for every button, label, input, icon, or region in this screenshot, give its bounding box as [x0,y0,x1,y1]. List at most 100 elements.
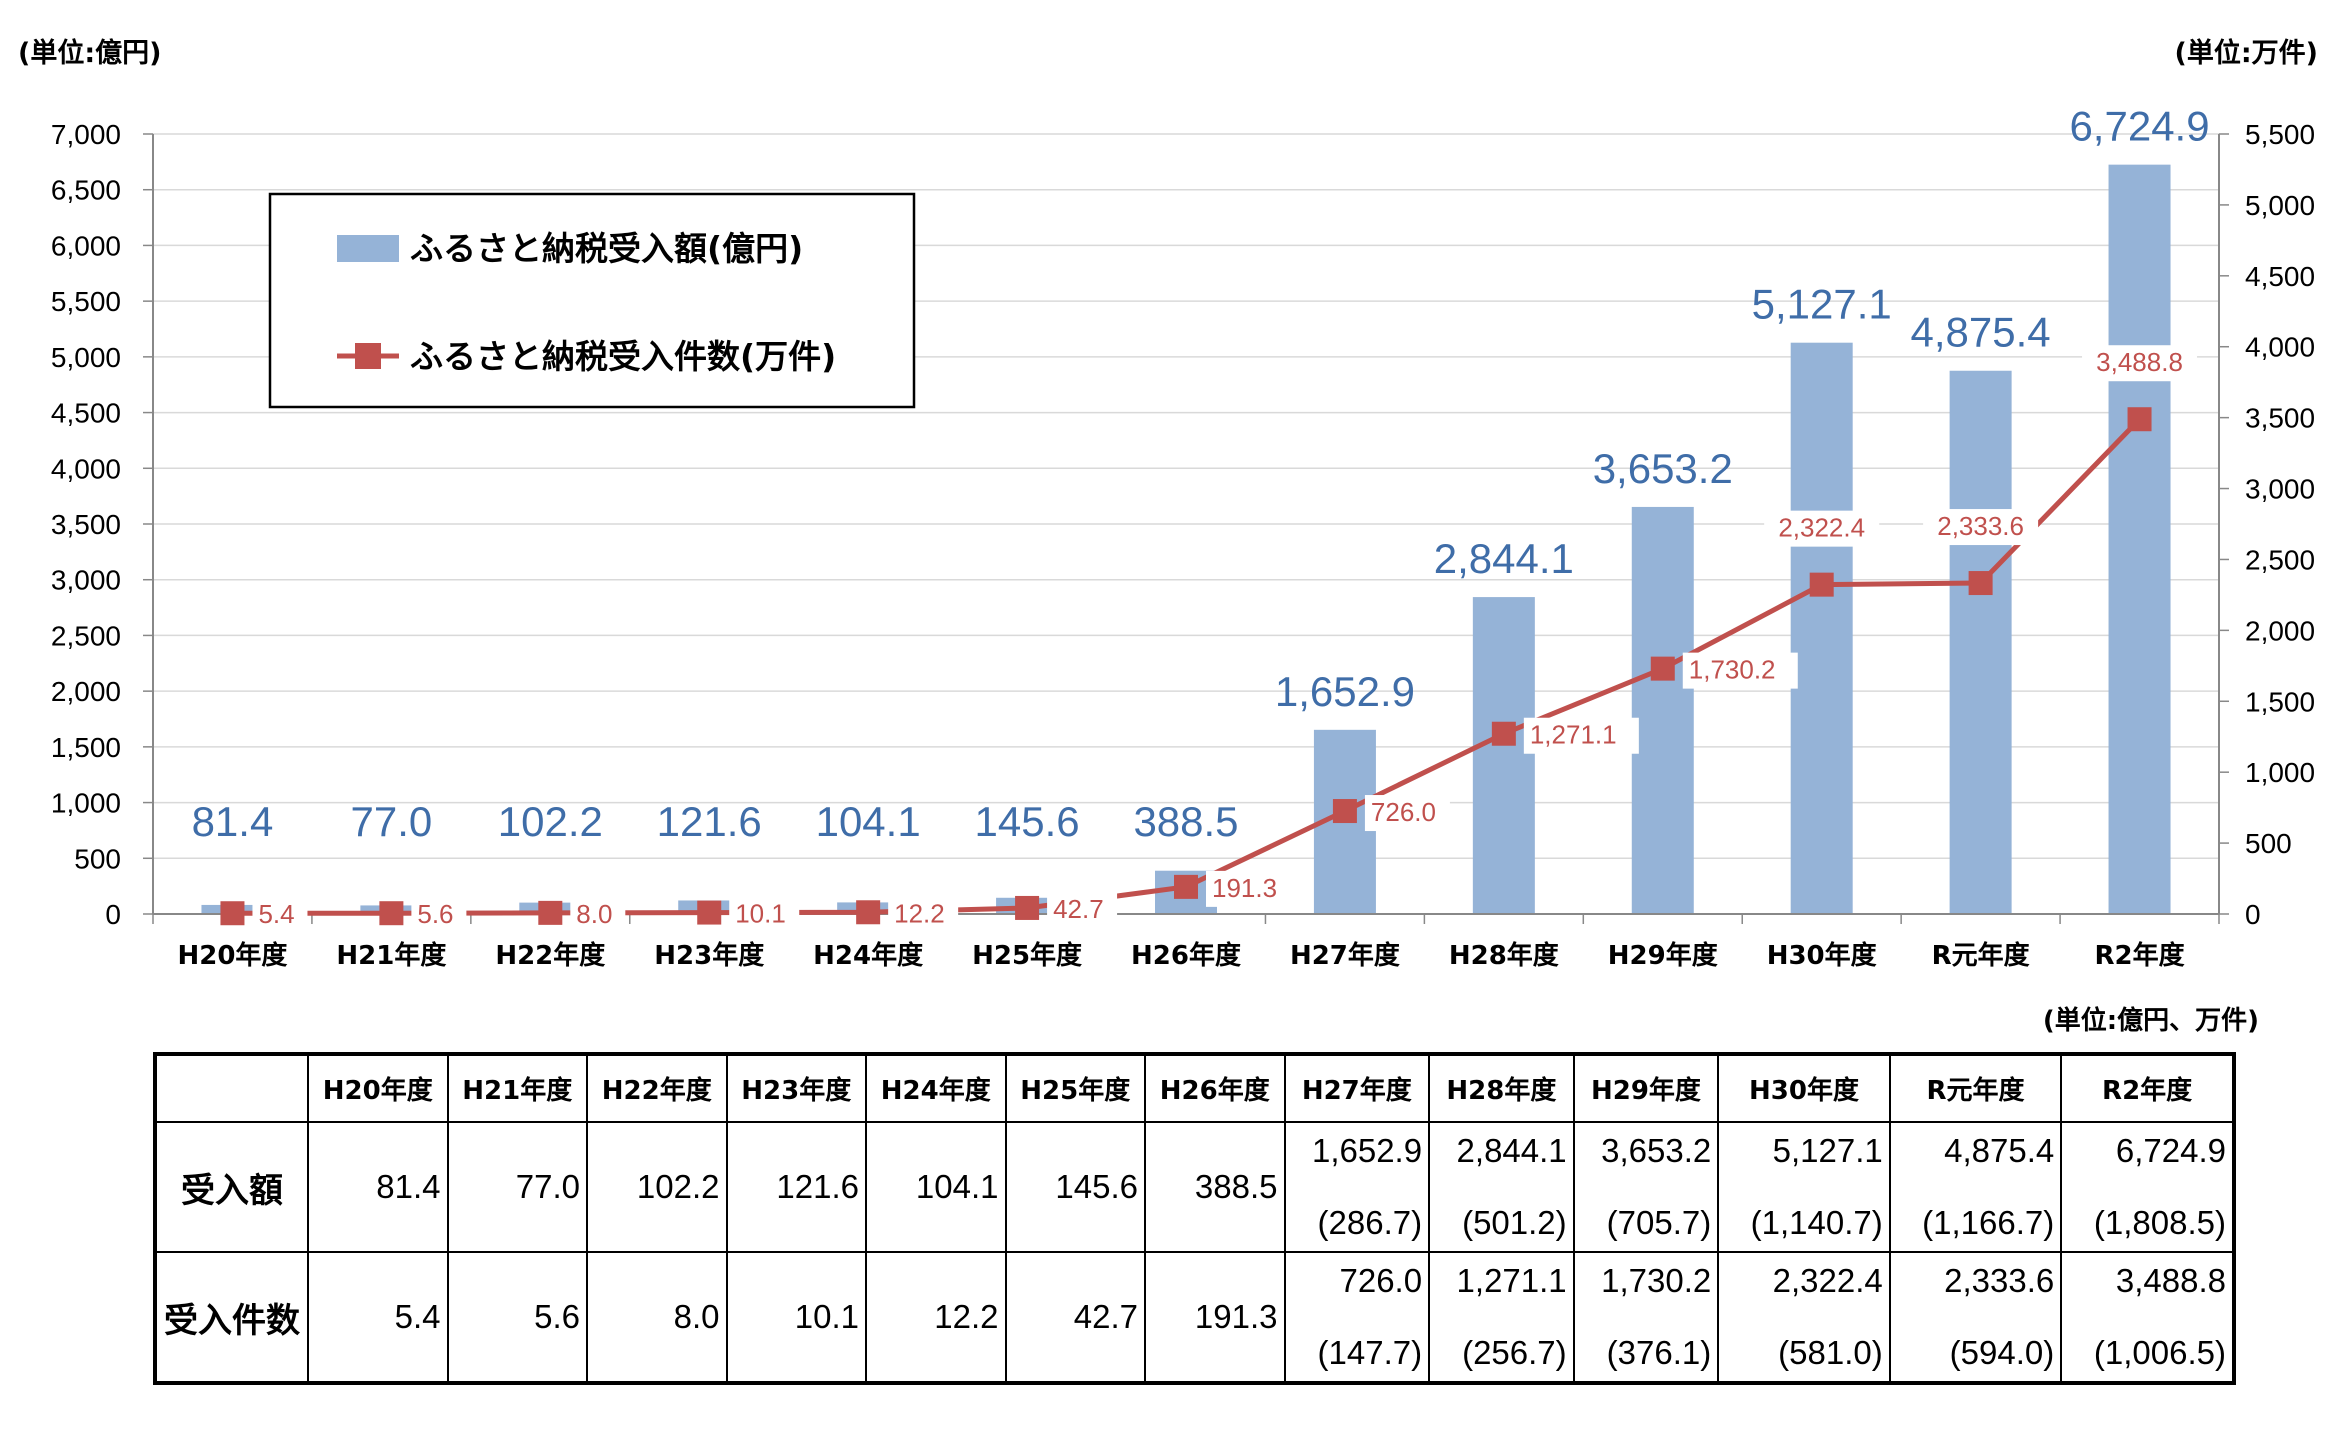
line-label-bg [1364,795,1450,832]
cell-value: 3,653.2 [1601,1132,1712,1169]
cell-subvalue: (286.7) [1317,1204,1423,1241]
left-tick-label: 4,500 [51,398,121,429]
cell-value: 1,652.9 [1311,1132,1423,1169]
left-tick-label: 1,000 [51,788,121,819]
table-header-row: H20年度 H21年度 H22年度 H23年度 H24年度 H25年度 H26年… [154,1053,2235,1123]
cell-value: 1,730.2 [1601,1262,1712,1299]
line-marker [1809,572,1834,597]
row-header: 受入額 [154,1121,309,1253]
line-marker [697,900,722,925]
table-header: H28年度 [1428,1053,1575,1123]
line-label-bg [1764,510,1880,547]
x-tick-label: H23年度 [654,940,764,971]
bar [1631,506,1694,914]
cell-subvalue: (1,140.7) [1750,1204,1883,1241]
line-value-label: 5.4 [258,899,294,929]
line-value-label: 1,730.2 [1689,655,1776,685]
left-tick-label: 3,500 [51,509,121,540]
line-marker [220,901,245,926]
table-header: H24年度 [865,1053,1007,1123]
cell-subvalue: (147.7) [1317,1334,1423,1371]
cell-value: 4,875.4 [1944,1132,2055,1169]
right-tick-label: 1,000 [2245,757,2315,788]
cell-subvalue: (581.0) [1778,1334,1883,1371]
table-header: H27年度 [1283,1053,1431,1123]
table-cell: 5.6 [446,1251,588,1384]
line-label-bg [888,896,959,933]
line-marker [1491,721,1516,746]
table-cell: 191.3 [1144,1251,1286,1384]
left-tick-label: 2,000 [51,676,121,707]
data-table: H20年度 H21年度 H22年度 H23年度 H24年度 H25年度 H26年… [153,1052,2236,1385]
left-tick-label: 500 [74,843,121,874]
line-marker [856,900,881,925]
left-tick-label: 5,000 [51,342,121,373]
table-cell: 2,844.1 (501.2) [1428,1121,1575,1253]
right-tick-label: 5,500 [2245,119,2315,150]
cell-subvalue: (256.7) [1462,1334,1567,1371]
bar [2108,164,2171,915]
table-header: R元年度 [1888,1053,2063,1123]
line-label-bg [729,896,800,933]
line-label-bg [1523,717,1639,754]
right-tick-label: 5,000 [2245,190,2315,221]
line-value-label: 726.0 [1371,797,1436,827]
table-header: H25年度 [1004,1053,1146,1123]
table-cell: 102.2 [586,1121,728,1253]
bar-value-label: 2,844.1 [1434,535,1574,582]
legend-box [268,192,916,409]
table-header: H20年度 [307,1053,449,1123]
right-tick-label: 3,500 [2245,403,2315,434]
left-tick-label: 1,500 [51,732,121,763]
table-header: H23年度 [725,1053,867,1123]
bar-value-label: 3,653.2 [1593,445,1733,492]
table-cell: 1,730.2 (376.1) [1572,1251,1720,1384]
right-tick-label: 4,000 [2245,332,2315,363]
bar-value-label: 102.2 [498,798,603,845]
bar [1472,597,1535,914]
table-cell: 81.4 [307,1121,449,1253]
cell-value: 2,333.6 [1944,1262,2055,1299]
cell-subvalue: (1,006.5) [2093,1334,2226,1371]
table-row: 受入件数 5.4 5.6 8.0 10.1 12.2 42.7 191.3 726.0 (147.… [154,1251,2235,1384]
line-series [220,407,2152,926]
table-cell: 726.0 (147.7) [1283,1251,1431,1384]
line-value-label: 2,322.4 [1778,513,1865,543]
line-label-bg [570,896,626,933]
cell-value: 2,844.1 [1456,1132,1567,1169]
bar-value-label: 4,875.4 [1911,309,2051,356]
legend-line-label: ふるさと納税受入件数(万件) [410,337,836,376]
table-cell: 104.1 [865,1121,1007,1253]
bar-value-label: 388.5 [1133,798,1238,845]
right-tick-label: 4,500 [2245,261,2315,292]
table-cell: 1,271.1 (256.7) [1428,1251,1575,1384]
right-tick-label: 0 [2245,899,2261,930]
line-value-label: 191.3 [1212,873,1277,903]
cell-subvalue: (1,808.5) [2093,1204,2226,1241]
x-tick-label: H21年度 [336,940,446,971]
line-marker [1174,874,1198,899]
left-tick-label: 0 [105,899,121,930]
bar-value-label: 1,652.9 [1275,668,1415,715]
table-cell: 12.2 [865,1251,1007,1384]
cell-subvalue: (1,166.7) [1922,1204,2055,1241]
bar-value-label: 81.4 [192,798,274,845]
left-tick-label: 2,500 [51,620,121,651]
legend-bar-label: ふるさと納税受入額(億円) [410,229,803,268]
row-header: 受入件数 [154,1251,309,1384]
table-row: 受入額 81.4 77.0 102.2 121.6 104.1 145.6 388.5 1,65… [154,1121,2235,1253]
table-corner [154,1053,309,1123]
right-tick-label: 2,500 [2245,544,2315,575]
x-tick-label: H26年度 [1131,940,1241,971]
line-value-label: 5.6 [417,899,453,929]
table-header: H26年度 [1144,1053,1286,1123]
bar-series [201,164,2171,915]
table-cell: 77.0 [446,1121,588,1253]
cell-value: 3,488.8 [2115,1262,2226,1299]
x-tick-label: R2年度 [2094,940,2184,971]
table-cell: 1,652.9 (286.7) [1283,1121,1431,1253]
line-marker [1968,571,1993,596]
legend: ふるさと納税受入額(億円) ふるさと納税受入件数(万件) [268,192,916,409]
line-label-bg [1206,870,1291,907]
table-cell: 42.7 [1004,1251,1146,1384]
